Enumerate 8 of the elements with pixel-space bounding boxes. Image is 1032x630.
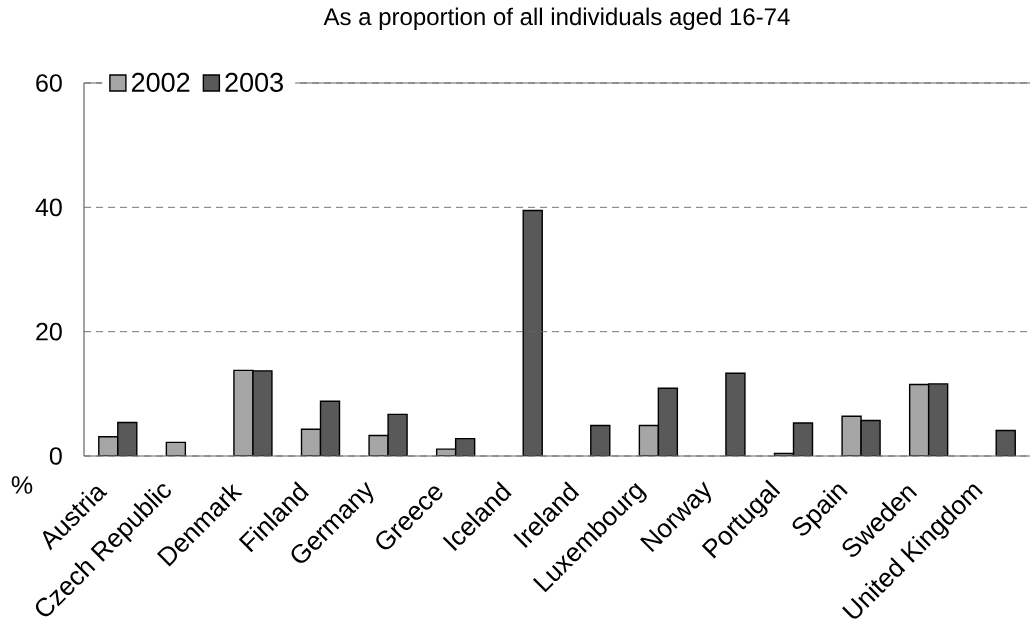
y-axis-title: % <box>11 476 33 494</box>
y-tick-label: 20 <box>36 322 62 341</box>
y-tick-label: 40 <box>35 198 62 217</box>
chart-title: As a proportion of all individuals aged 16-74 <box>323 7 790 30</box>
legend-label: 2003 <box>225 72 283 92</box>
y-tick-label: 0 <box>49 447 62 465</box>
legend-label: 2002 <box>131 72 190 92</box>
y-tick-label: 60 <box>36 74 62 92</box>
